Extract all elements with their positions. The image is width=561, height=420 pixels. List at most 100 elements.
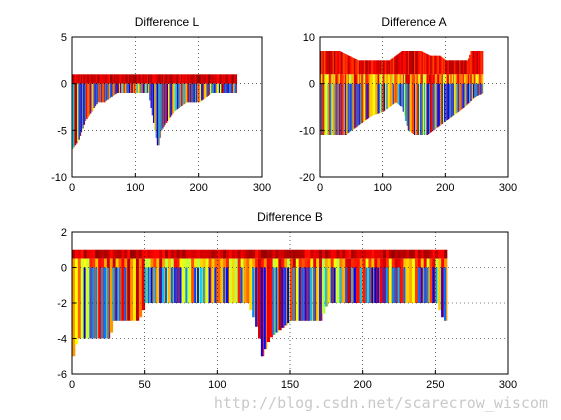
- streak-segment: [394, 267, 397, 303]
- subplot-1: 0 100 200 300 -20 -10 0 10 Difference A: [299, 15, 517, 194]
- column-segment: [412, 74, 415, 135]
- streak-segment: [176, 267, 179, 303]
- band-segment: [461, 60, 464, 75]
- band-segment: [240, 249, 244, 259]
- band-segment: [328, 51, 331, 75]
- band-segment: [426, 54, 429, 75]
- column-segment: [86, 258, 90, 339]
- column-segment: [154, 83, 156, 131]
- streak-segment: [192, 83, 194, 103]
- column-segment: [138, 258, 143, 318]
- band-segment: [383, 249, 387, 259]
- band-segment: [450, 60, 452, 75]
- band-segment: [193, 74, 196, 84]
- streak-segment: [417, 83, 419, 135]
- band-segment: [324, 249, 329, 259]
- band-segment: [211, 74, 213, 84]
- band-segment: [187, 74, 189, 84]
- band-segment: [108, 74, 111, 84]
- band-segment: [118, 249, 122, 259]
- band-segment: [79, 74, 82, 84]
- band-segment: [162, 249, 166, 259]
- band-segment: [232, 74, 235, 84]
- band-segment: [111, 74, 113, 84]
- column-segment: [133, 258, 137, 321]
- streak-segment: [199, 267, 202, 303]
- streak-segment: [383, 267, 385, 303]
- band-segment: [210, 74, 212, 84]
- band-segment: [381, 60, 384, 75]
- band-segment: [82, 74, 84, 84]
- band-segment: [430, 55, 432, 75]
- column-segment: [217, 83, 220, 93]
- band-segment: [208, 249, 212, 259]
- band-segment: [109, 249, 114, 259]
- band-segment: [213, 74, 216, 84]
- streak-segment: [96, 83, 98, 105]
- band-segment: [203, 74, 206, 84]
- column-segment: [373, 74, 376, 115]
- band-segment: [351, 249, 355, 259]
- axes-frame: [71, 36, 263, 178]
- chart-title: Difference B: [257, 210, 323, 224]
- streak-segment: [365, 267, 368, 303]
- streak-segment: [436, 83, 438, 128]
- band-segment: [127, 74, 130, 84]
- band-segment: [414, 51, 416, 75]
- column-segment: [435, 74, 437, 129]
- band-segment: [208, 74, 211, 84]
- column-segment: [356, 258, 361, 303]
- band-segment: [159, 74, 162, 84]
- band-segment: [432, 249, 436, 259]
- column-segment: [393, 74, 396, 104]
- band-segment: [352, 57, 355, 75]
- band-segment: [391, 249, 396, 259]
- column-segment: [127, 258, 131, 321]
- band-segment: [358, 60, 361, 75]
- band-segment: [77, 249, 82, 259]
- band-segment: [356, 249, 361, 259]
- streak-segment: [234, 83, 236, 93]
- streak-segment: [457, 83, 459, 112]
- streak-segment: [439, 83, 441, 126]
- band-segment: [102, 74, 105, 84]
- column-segment: [118, 83, 121, 93]
- streak-segment: [110, 83, 111, 98]
- streak-segment: [477, 83, 479, 96]
- band-segment: [80, 249, 85, 259]
- band-segment: [168, 74, 170, 84]
- band-segment: [347, 55, 350, 75]
- streak-segment: [374, 267, 377, 303]
- streak-segment: [151, 83, 153, 116]
- band-segment: [72, 249, 76, 259]
- streak-segment: [470, 83, 472, 101]
- column-segment: [249, 258, 253, 311]
- streak-segment: [333, 267, 336, 303]
- column-segment: [77, 83, 79, 142]
- band-segment: [155, 74, 158, 84]
- band-segment: [333, 51, 336, 75]
- column-segment: [121, 83, 124, 93]
- band-segment: [356, 59, 358, 75]
- band-segment: [440, 56, 442, 75]
- band-segment: [154, 74, 156, 84]
- streak-segment: [319, 267, 322, 321]
- band-segment: [456, 60, 459, 75]
- streak-segment: [301, 267, 304, 321]
- streak-segment: [287, 267, 290, 324]
- band-segment: [407, 51, 410, 75]
- column-segment: [180, 83, 183, 107]
- column-segment: [205, 258, 210, 303]
- band-segment: [323, 51, 326, 75]
- x-tick-label: 300: [499, 379, 517, 391]
- streak-segment: [313, 267, 316, 321]
- band-segment: [91, 74, 93, 84]
- band-segment: [134, 74, 136, 84]
- streak-segment: [136, 83, 138, 93]
- band-segment: [342, 249, 346, 259]
- band-segment: [438, 249, 442, 259]
- column-segment: [340, 74, 342, 135]
- band-segment: [348, 55, 351, 75]
- x-tick-label: 250: [426, 379, 444, 391]
- axes-frame: [319, 36, 509, 178]
